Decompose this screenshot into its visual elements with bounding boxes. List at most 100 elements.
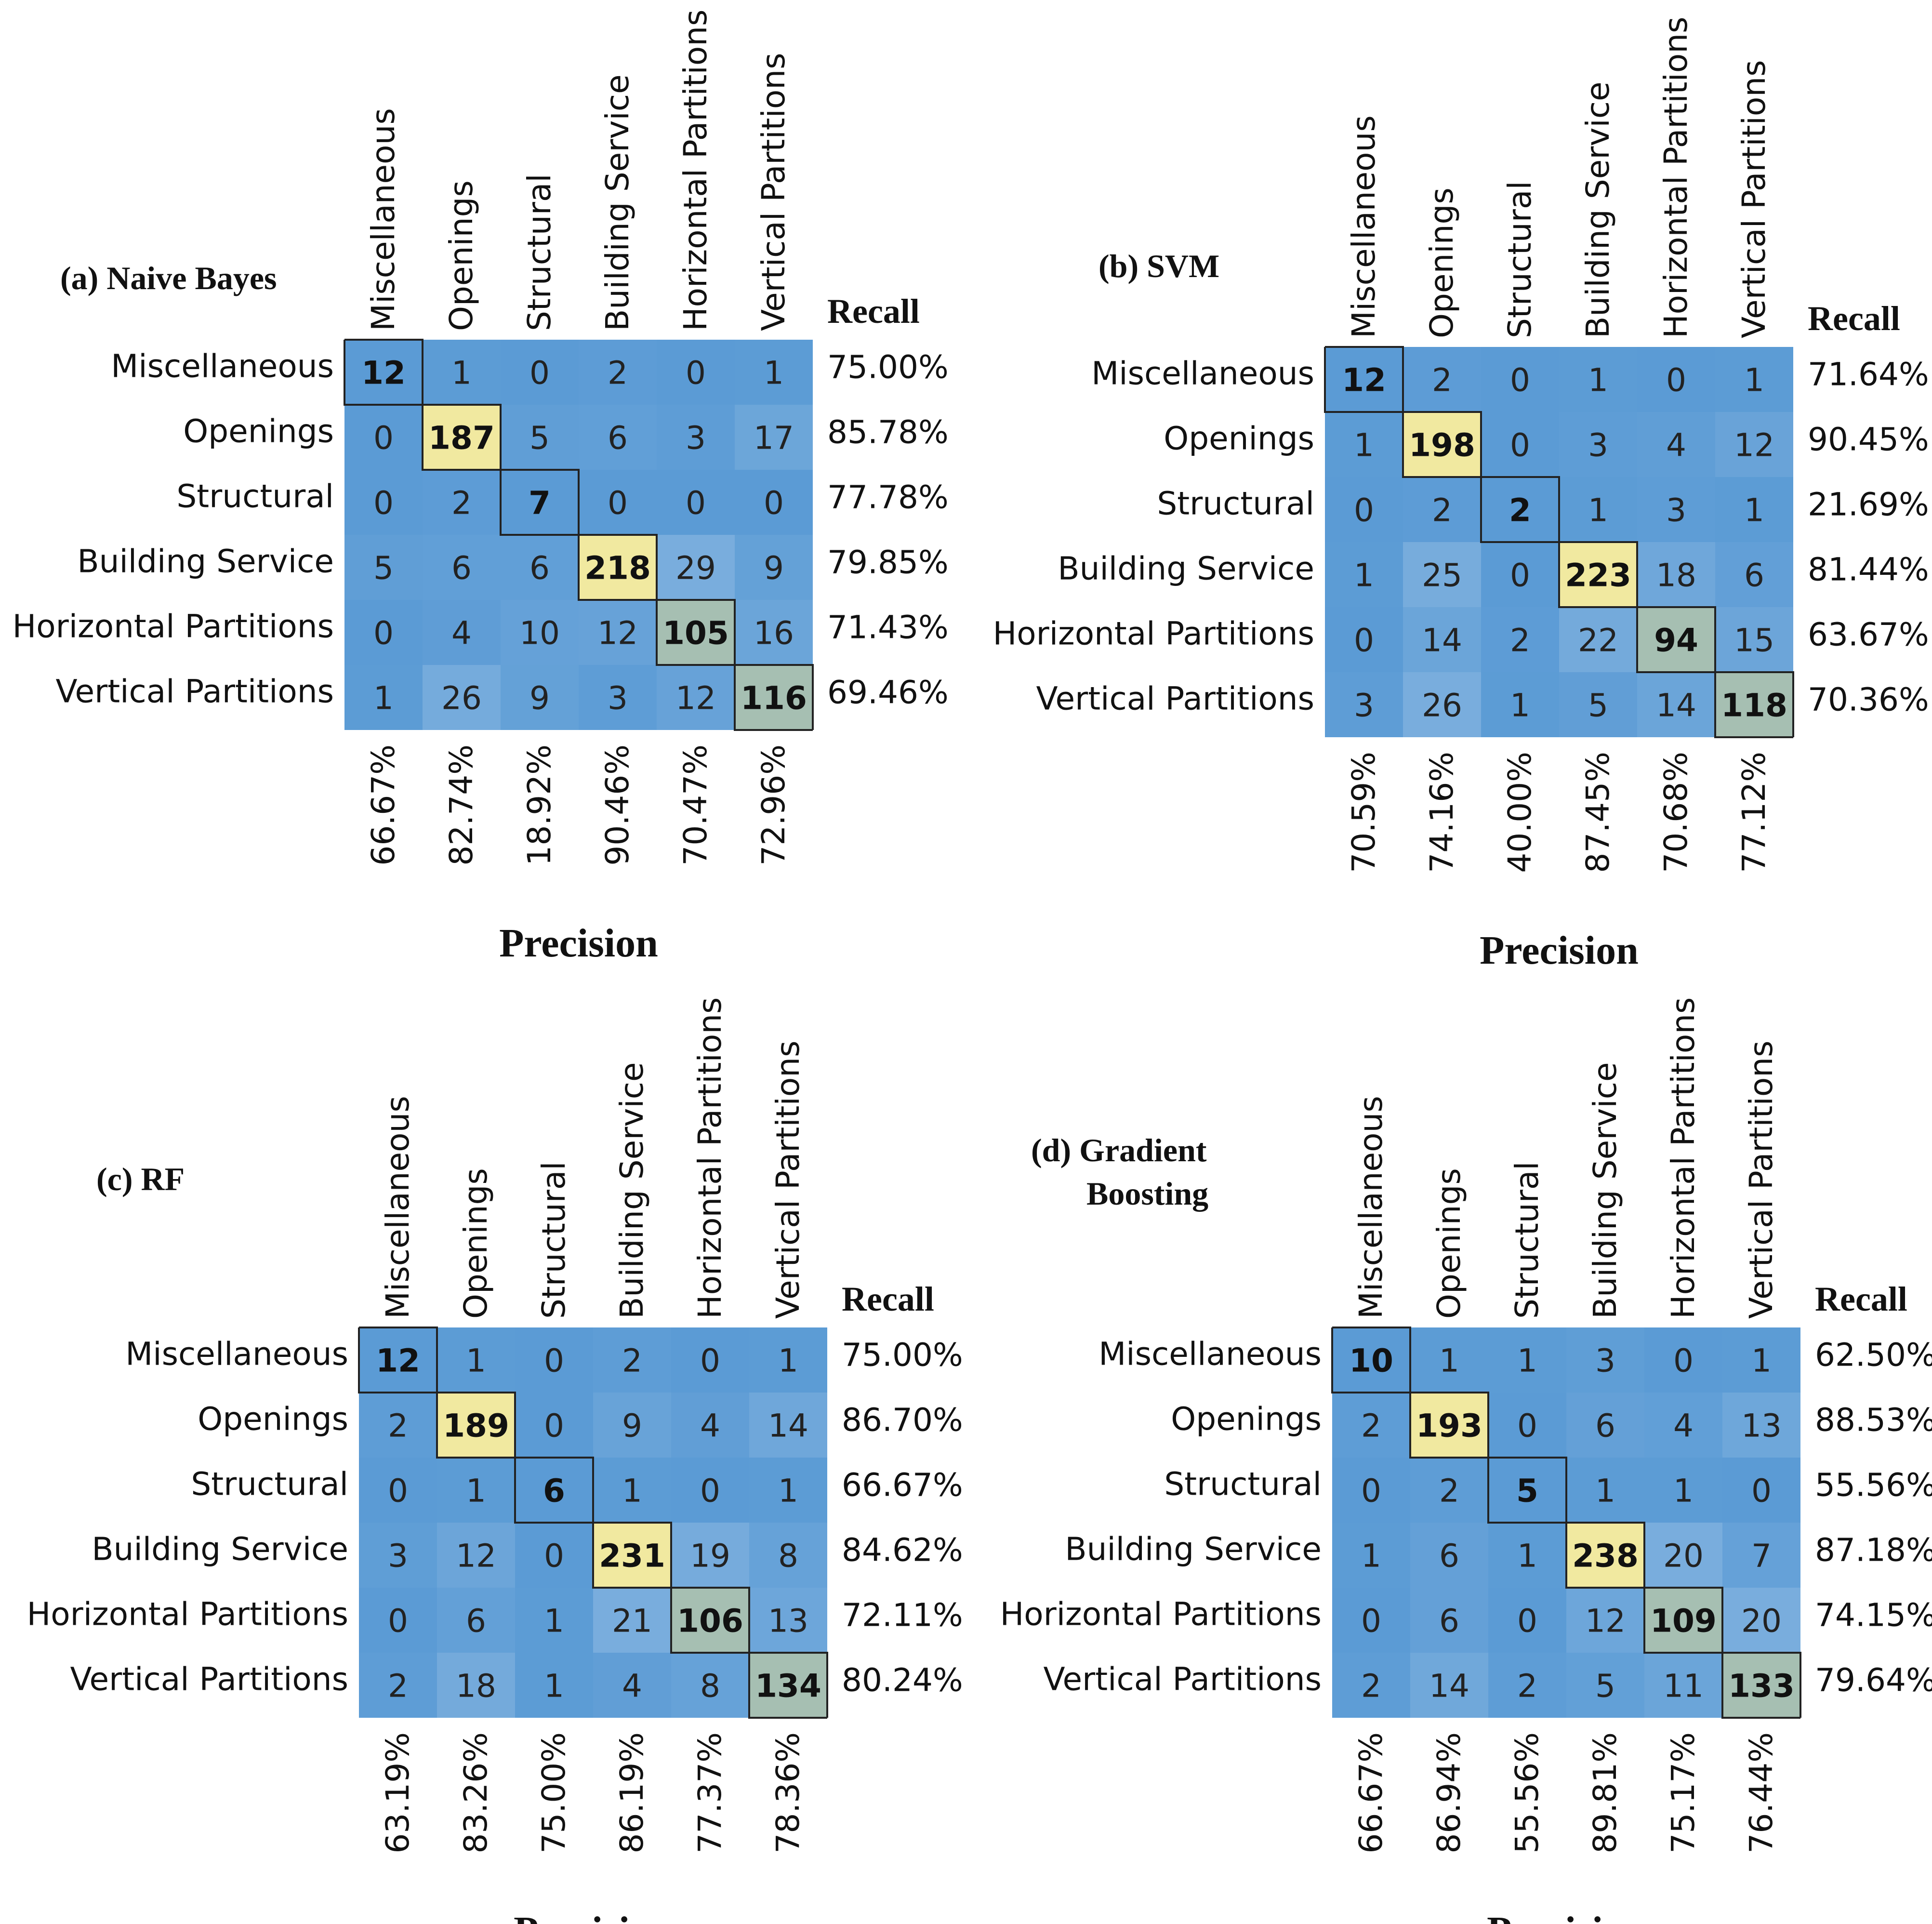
panel-title: (d) Gradient Boosting bbox=[1031, 1132, 1208, 1212]
cell-value: 4 bbox=[700, 1407, 720, 1445]
cell-value: 1 bbox=[1510, 687, 1530, 724]
matrix-cell bbox=[749, 1327, 827, 1393]
cell-value: 1 bbox=[544, 1603, 564, 1640]
matrix-cell bbox=[671, 1653, 749, 1718]
matrix-cell bbox=[1715, 542, 1793, 607]
cell-value: 198 bbox=[1409, 427, 1475, 464]
precision-value: 87.45% bbox=[1579, 752, 1616, 873]
cell-value: 4 bbox=[1666, 427, 1686, 464]
recall-value: 72.11% bbox=[842, 1597, 963, 1634]
row-label: Miscellaneous bbox=[1091, 355, 1314, 392]
matrix-cell bbox=[1715, 347, 1793, 412]
matrix-cell bbox=[1559, 542, 1637, 607]
matrix-cell bbox=[1715, 672, 1793, 737]
precision-value: 90.46% bbox=[599, 744, 636, 866]
column-label: Miscellaneous bbox=[379, 1096, 416, 1319]
row-label: Openings bbox=[183, 413, 334, 450]
cell-value: 1 bbox=[764, 355, 784, 392]
cell-value: 0 bbox=[1666, 362, 1686, 399]
matrix-cell bbox=[1637, 412, 1715, 477]
cell-value: 0 bbox=[544, 1342, 564, 1380]
precision-value: 70.59% bbox=[1345, 752, 1382, 873]
row-label: Building Service bbox=[1058, 550, 1314, 587]
cell-value: 2 bbox=[1361, 1407, 1381, 1445]
matrix-cell bbox=[437, 1523, 515, 1588]
precision-value: 40.00% bbox=[1501, 752, 1538, 873]
column-label: Horizontal Partitions bbox=[677, 10, 714, 331]
matrix-cell bbox=[1325, 477, 1403, 542]
matrix-cell bbox=[359, 1523, 437, 1588]
column-label: Vertical Partitions bbox=[755, 53, 792, 331]
cell-value: 5 bbox=[373, 550, 394, 587]
matrix-cell bbox=[1481, 412, 1559, 477]
matrix-cell bbox=[593, 1458, 671, 1523]
cell-value: 1 bbox=[1751, 1342, 1772, 1380]
row-label: Horizontal Partitions bbox=[1000, 1596, 1322, 1633]
matrix-cell bbox=[1325, 672, 1403, 737]
matrix-cell bbox=[1403, 672, 1481, 737]
column-label: Structural bbox=[1501, 181, 1538, 338]
matrix-cell bbox=[735, 665, 813, 730]
row-label: Openings bbox=[1171, 1401, 1322, 1438]
cell-value: 2 bbox=[1432, 492, 1452, 529]
cell-value: 189 bbox=[443, 1407, 509, 1445]
matrix-cell bbox=[1481, 607, 1559, 672]
row-label: Building Service bbox=[1065, 1531, 1322, 1568]
recall-value: 77.78% bbox=[827, 479, 949, 516]
matrix-cell bbox=[1715, 412, 1793, 477]
cell-value: 0 bbox=[686, 485, 706, 522]
recall-header: Recall bbox=[1815, 1280, 1907, 1318]
matrix-cell bbox=[344, 665, 423, 730]
cell-value: 14 bbox=[768, 1407, 808, 1445]
cell-value: 2 bbox=[1432, 362, 1452, 399]
cell-value: 12 bbox=[1734, 427, 1774, 464]
cell-value: 1 bbox=[1361, 1538, 1381, 1575]
column-label: Miscellaneous bbox=[1345, 115, 1382, 338]
cell-value: 14 bbox=[1422, 622, 1462, 659]
cell-value: 26 bbox=[441, 680, 482, 717]
matrix-cell bbox=[749, 1653, 827, 1718]
recall-value: 80.24% bbox=[842, 1662, 963, 1699]
matrix-cell bbox=[359, 1393, 437, 1458]
matrix-cell bbox=[671, 1458, 749, 1523]
matrix-cell bbox=[437, 1458, 515, 1523]
precision-value: 66.67% bbox=[1352, 1732, 1389, 1854]
row-label: Structural bbox=[1164, 1466, 1322, 1503]
cell-value: 94 bbox=[1654, 622, 1698, 659]
precision-value: 76.44% bbox=[1743, 1732, 1780, 1854]
row-label: Horizontal Partitions bbox=[13, 608, 334, 645]
matrix-cell bbox=[515, 1588, 593, 1653]
cell-value: 22 bbox=[1578, 622, 1618, 659]
precision-title: Precision bbox=[1487, 1909, 1646, 1924]
matrix-cell bbox=[1715, 607, 1793, 672]
recall-value: 81.44% bbox=[1808, 551, 1929, 588]
cell-value: 6 bbox=[1595, 1407, 1615, 1445]
cell-value: 4 bbox=[622, 1668, 642, 1705]
cell-value: 187 bbox=[428, 420, 495, 457]
precision-value: 75.17% bbox=[1665, 1732, 1702, 1854]
matrix-cell bbox=[657, 470, 735, 535]
matrix-cell bbox=[1566, 1588, 1644, 1653]
matrix-cell bbox=[1559, 477, 1637, 542]
column-label: Structural bbox=[535, 1161, 572, 1319]
cell-value: 105 bbox=[662, 615, 729, 652]
cell-value: 3 bbox=[1595, 1342, 1615, 1380]
column-label: Horizontal Partitions bbox=[1657, 17, 1694, 338]
matrix-cell bbox=[1637, 347, 1715, 412]
cell-value: 1 bbox=[1744, 362, 1764, 399]
cell-value: 109 bbox=[1650, 1603, 1717, 1640]
cell-value: 8 bbox=[778, 1538, 798, 1575]
matrix-cell bbox=[423, 405, 501, 470]
matrix-cell bbox=[1637, 542, 1715, 607]
cell-value: 2 bbox=[1510, 622, 1530, 659]
matrix-cell bbox=[1325, 542, 1403, 607]
cell-value: 0 bbox=[1354, 622, 1374, 659]
matrix-cell bbox=[1403, 477, 1481, 542]
matrix-cell bbox=[423, 470, 501, 535]
recall-value: 63.67% bbox=[1808, 616, 1929, 653]
matrix-cell bbox=[1559, 607, 1637, 672]
cell-value: 2 bbox=[1517, 1668, 1537, 1705]
matrix-cell bbox=[501, 535, 579, 600]
matrix-cell bbox=[1715, 477, 1793, 542]
